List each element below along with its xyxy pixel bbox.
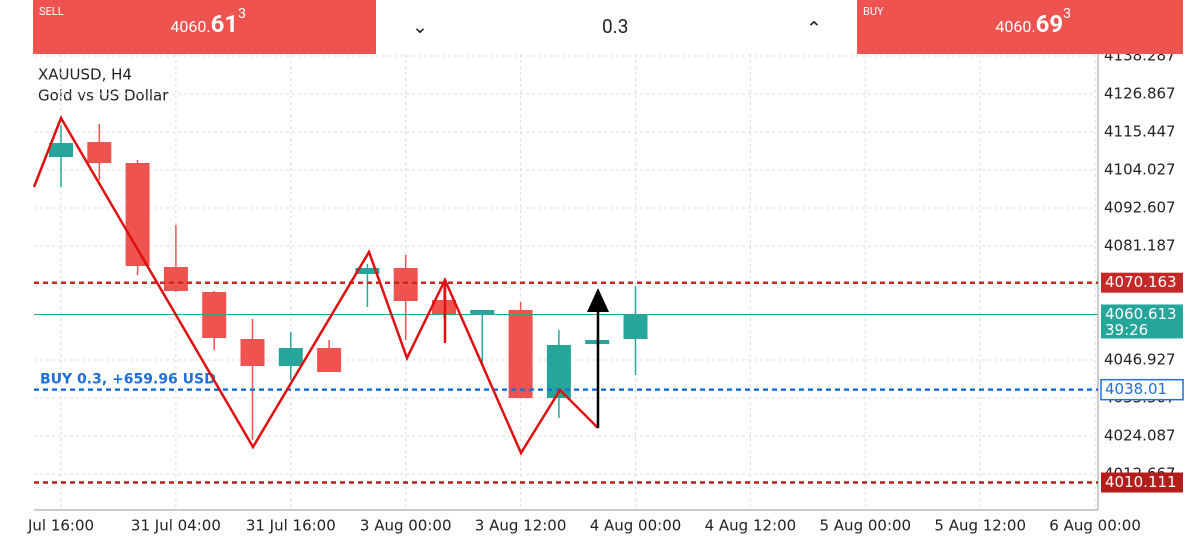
candle-body: [508, 309, 533, 398]
x-tick-label: 3 Aug 12:00: [475, 517, 567, 535]
volume-control: ⌄ 0.3 ⌃: [376, 0, 857, 54]
price-label-box: [1101, 472, 1183, 493]
symbol: XAUUSD, H4: [38, 66, 132, 84]
buy-price-head: 4060.: [995, 17, 1036, 36]
x-tick-label: 5 Aug 12:00: [934, 517, 1026, 535]
candle-body: [355, 267, 380, 275]
candle-body: [202, 291, 227, 339]
volume-value[interactable]: 0.3: [602, 15, 629, 38]
price-label: 4060.613: [1105, 305, 1177, 323]
y-tick-label: 4092.607: [1104, 199, 1176, 217]
sell-price-sup: 3: [238, 6, 246, 22]
candle-body: [49, 143, 73, 157]
candle-body: [470, 309, 495, 314]
countdown: 39:26: [1105, 321, 1148, 339]
y-tick-label: 4081.187: [1104, 237, 1176, 255]
volume-down[interactable]: ⌄: [412, 15, 428, 38]
candle-body: [623, 314, 648, 340]
sell-price-big: 61: [210, 10, 239, 38]
x-tick-label: 6 Aug 00:00: [1049, 517, 1141, 535]
price-label: 4010.111: [1105, 473, 1177, 491]
y-tick-label: 4104.027: [1104, 161, 1176, 179]
candle-body: [317, 348, 342, 373]
x-tick-label: 31 Jul 04:00: [131, 517, 221, 535]
x-tick-label: 3 Aug 00:00: [360, 517, 452, 535]
buy-label: BUY: [863, 5, 884, 18]
x-tick-label: 4 Aug 00:00: [590, 517, 682, 535]
x-tick-label: 31 Jul 16:00: [246, 517, 336, 535]
candle-body: [87, 142, 112, 164]
candle-body: [278, 348, 303, 366]
position-note: BUY 0.3, +659.96 USD: [40, 372, 216, 388]
symbol-description: Gold vs US Dollar: [38, 87, 169, 105]
price-label: 4070.163: [1105, 273, 1177, 291]
y-tick-label: 4126.867: [1104, 85, 1176, 103]
price-label-box: [1101, 272, 1183, 293]
buy-price-big: 69: [1035, 10, 1064, 38]
up-arrow-head: [587, 288, 609, 312]
price-label-box: [1100, 378, 1184, 401]
buy-price: 4060.693: [995, 6, 1071, 38]
x-tick-label: Jul 16:00: [27, 517, 94, 535]
price-label-box: [1101, 304, 1183, 339]
marks: 4138.2874126.8674115.4474104.0274092.607…: [27, 0, 1184, 535]
y-tick-label: 4115.447: [1104, 123, 1176, 141]
x-tick-label: 4 Aug 12:00: [705, 517, 797, 535]
candle-body: [240, 339, 265, 366]
buy-price-sup: 3: [1063, 6, 1071, 22]
volume-up[interactable]: ⌃: [806, 17, 822, 40]
candle-body: [163, 266, 188, 291]
zigzag-drawing: [32, 115, 599, 456]
buy-button[interactable]: BUY 4060.693: [857, 0, 1183, 54]
candle-body: [393, 267, 418, 302]
sell-price-head: 4060.: [170, 17, 211, 36]
y-tick-label: 4046.927: [1104, 351, 1176, 369]
sell-button[interactable]: SELL 4060.613: [33, 0, 376, 54]
x-tick-label: 5 Aug 00:00: [819, 517, 911, 535]
sell-price: 4060.613: [170, 6, 246, 38]
y-tick-label: 4024.087: [1104, 427, 1176, 445]
annotations: [32, 115, 609, 456]
sell-label: SELL: [39, 5, 64, 18]
price-label: 4038.01: [1105, 380, 1167, 398]
